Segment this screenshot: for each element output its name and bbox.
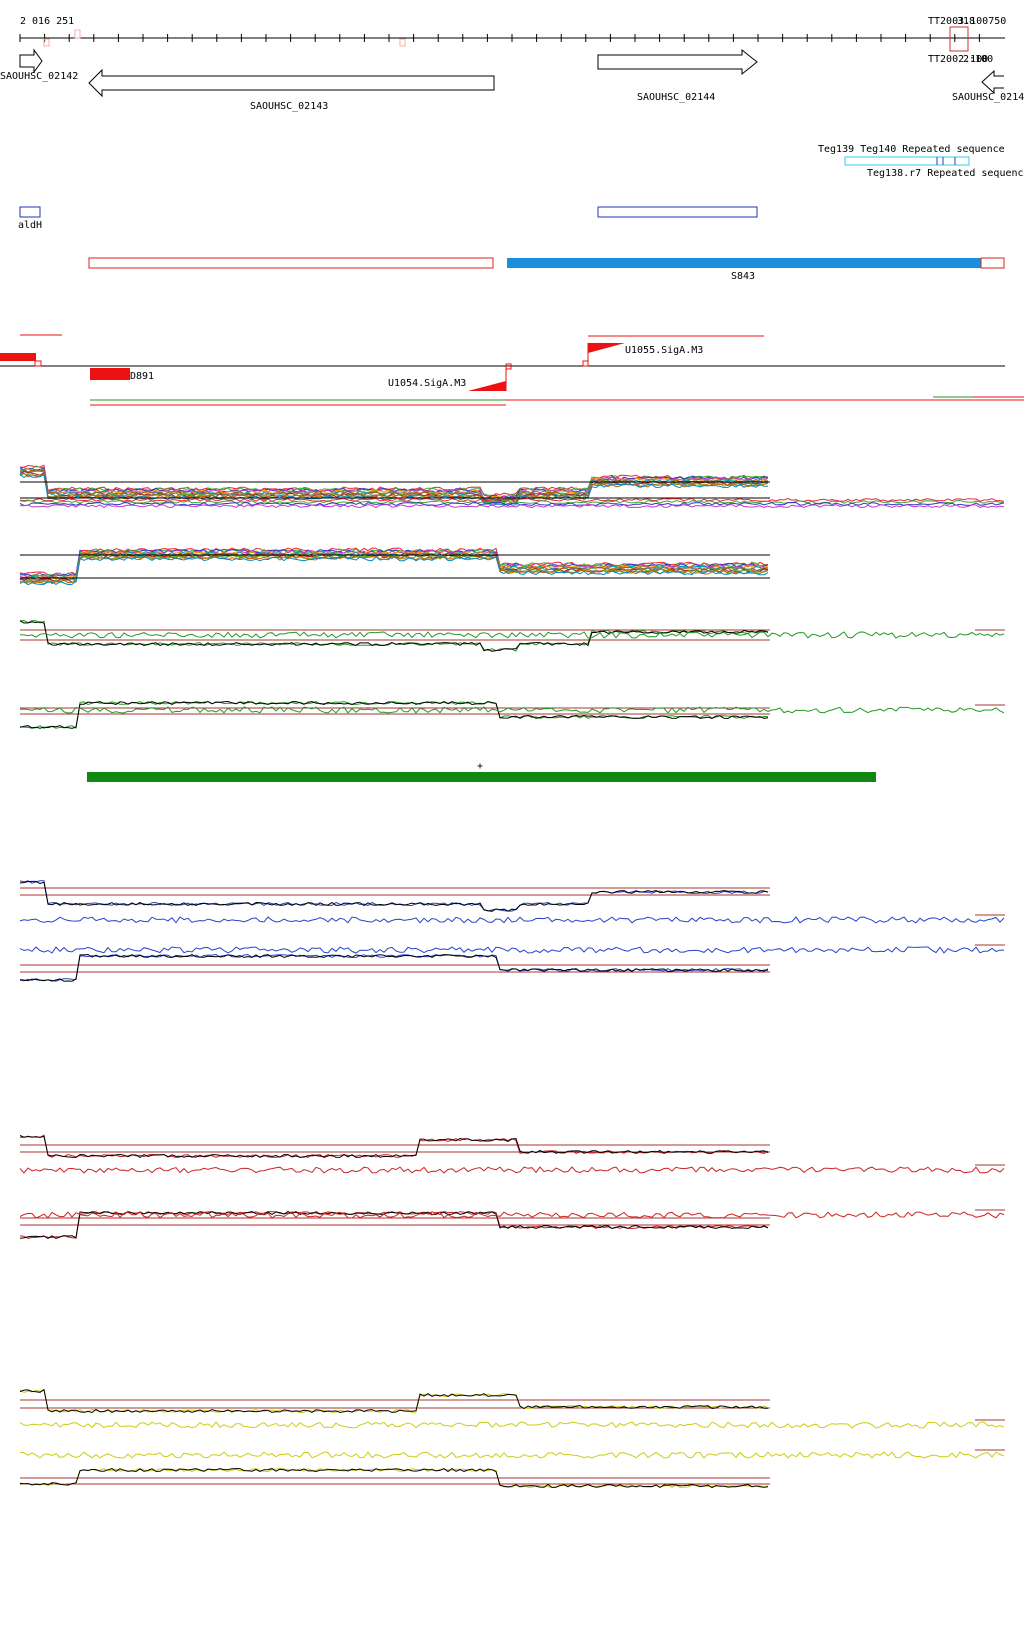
feature-track: aldH (18, 206, 758, 231)
region-bar[interactable] (87, 772, 876, 782)
expression-line (19, 547, 768, 577)
segment-filled[interactable] (507, 258, 981, 268)
expression-line (19, 1388, 769, 1414)
gene-label: SAOUHSC_02143 (250, 101, 328, 112)
ruler-marker (43, 38, 50, 47)
expression-line (19, 1135, 769, 1159)
teg-box[interactable] (844, 156, 970, 166)
teg-top-label: Teg139 Teg140 Repeated sequence (818, 144, 1005, 155)
expression-line (19, 503, 1005, 509)
ruler-mark-label: 318 (957, 16, 975, 27)
gene-arrow[interactable] (88, 68, 495, 98)
gene-track: SAOUHSC_02142 SAOUHSC_02143 SAOUHSC_0214… (0, 48, 1024, 112)
expression-line (19, 1389, 769, 1414)
ruler-end-label: TT2003.100750 (928, 16, 1006, 27)
u1055-promoter[interactable] (588, 343, 625, 353)
expression-line (19, 1210, 769, 1240)
expression-line (19, 880, 769, 912)
segment-outline[interactable] (980, 257, 1005, 269)
gene-arrow[interactable] (597, 48, 758, 76)
gene-label: SAOUHSC_02144 (637, 92, 715, 103)
expression-line (19, 469, 769, 503)
region-marker: + (477, 761, 483, 772)
gene-label: SAOUHSC_02142 (0, 71, 78, 82)
position-ruler: 2 016 251 TT2003.100750 318 TT2002.100 2… (19, 16, 1006, 65)
expression-line (19, 548, 769, 578)
ald-feature-label: aldH (18, 220, 42, 231)
u1054-promoter[interactable] (468, 381, 506, 391)
gene-arrow[interactable] (981, 69, 1004, 95)
ald-feature-box[interactable] (19, 206, 41, 218)
promoter-block[interactable] (0, 353, 36, 361)
expression-line (19, 1211, 1005, 1219)
expression-line (19, 953, 769, 982)
expression-line (19, 706, 1005, 714)
segment-track: S843 (88, 257, 1005, 282)
expression-line (19, 620, 769, 652)
expression-line (19, 1166, 1005, 1174)
expression-line (19, 631, 1005, 639)
expression-line (19, 1467, 769, 1489)
expression-line (19, 1451, 1005, 1459)
expression-line (19, 946, 1005, 954)
expression-line (19, 470, 769, 504)
expression-line (19, 700, 769, 729)
ruler-start-label: 2 016 251 (20, 16, 74, 27)
gene-label: SAOUHSC_0214 (952, 92, 1024, 103)
expression-profiles (19, 464, 1005, 1489)
u1054-label: U1054.SigA.M3 (388, 378, 466, 389)
teg-annotation-track: Teg139 Teg140 Repeated sequence Teg138.r… (818, 144, 1024, 179)
ruler-highlight-box (949, 26, 969, 52)
ruler-marker (399, 38, 406, 47)
u1055-label: U1055.SigA.M3 (625, 345, 703, 356)
segment-outline[interactable] (88, 257, 494, 269)
feature-box[interactable] (597, 206, 758, 218)
promoter-track: D891 U1054.SigA.M3 U1055.SigA.M3 (0, 334, 1024, 406)
expression-line (19, 916, 1005, 924)
expression-line (19, 556, 769, 586)
ruler-ticks (19, 34, 980, 42)
d-feature-block[interactable] (90, 368, 130, 380)
gene-arrow[interactable] (19, 48, 43, 74)
ruler-marker (74, 29, 81, 39)
d-feature-label: D891 (130, 371, 154, 382)
ruler-mark-sublabel: 2:100 (963, 54, 993, 65)
teg-bottom-label: Teg138.r7 Repeated sequence (867, 168, 1024, 179)
ruler-mark-bottom-label: TT2002.100 (928, 54, 988, 65)
s-feature-label: S843 (731, 271, 755, 282)
expression-line (19, 467, 769, 500)
expression-line (19, 501, 1005, 507)
expression-line (19, 1421, 1005, 1429)
expression-line (19, 953, 769, 982)
